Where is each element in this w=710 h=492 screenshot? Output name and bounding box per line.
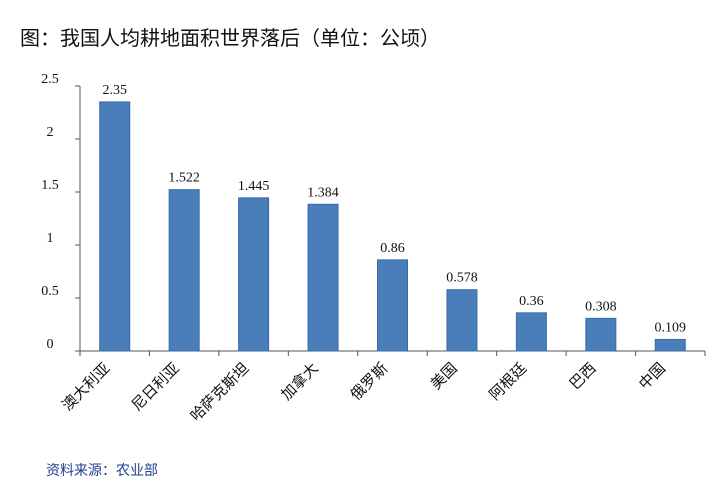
y-tick-label: 0.5 <box>41 284 59 299</box>
data-label: 0.86 <box>380 241 405 256</box>
bar <box>99 101 131 352</box>
category-label: 尼日利亚 <box>128 359 183 414</box>
bar <box>446 289 478 352</box>
data-label: 0.578 <box>446 271 478 286</box>
y-tick-label: 1 <box>47 231 54 246</box>
bar <box>238 197 270 352</box>
data-label: 1.445 <box>238 179 270 194</box>
source-note: 资料来源：农业部 <box>46 463 158 479</box>
category-label: 澳大利亚 <box>58 359 113 414</box>
data-label: 0.109 <box>655 320 687 335</box>
bar <box>515 312 547 352</box>
data-label: 2.35 <box>102 83 127 98</box>
bar <box>307 203 339 352</box>
category-label: 美国 <box>427 359 461 393</box>
y-tick-label: 1.5 <box>41 178 59 193</box>
data-label: 1.384 <box>307 185 339 200</box>
data-label: 0.36 <box>519 294 544 309</box>
data-label: 0.308 <box>585 299 617 314</box>
y-tick-label: 2 <box>47 125 54 140</box>
category-label: 俄罗斯 <box>347 359 392 404</box>
y-tick-label: 0 <box>47 337 54 352</box>
category-label: 阿根廷 <box>486 359 531 404</box>
bar <box>168 189 200 352</box>
chart-title: 图：我国人均耕地面积世界落后（单位：公顷） <box>20 26 440 50</box>
bar <box>654 338 686 352</box>
bar <box>585 317 617 352</box>
category-label: 巴西 <box>566 359 600 393</box>
y-tick-label: 2.5 <box>41 72 59 87</box>
data-label: 1.522 <box>168 171 200 186</box>
bar <box>377 259 408 352</box>
category-label: 哈萨克斯坦 <box>187 359 253 425</box>
category-label: 加拿大 <box>277 359 322 404</box>
category-label: 中国 <box>635 359 669 393</box>
